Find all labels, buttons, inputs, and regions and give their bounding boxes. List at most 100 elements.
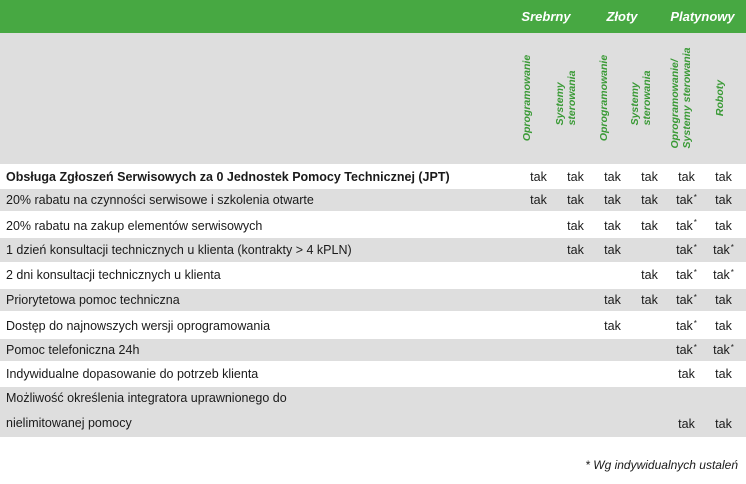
table-row: 20% rabatu na czynności serwisowe i szko… — [0, 189, 746, 211]
table-cell: tak * — [705, 339, 742, 361]
cell-value: tak — [678, 170, 695, 184]
column-header-text: Systemy — [628, 82, 641, 126]
table-cell: tak — [594, 289, 631, 311]
row-label-line2: nielimitowanej pomocy — [6, 416, 132, 430]
table-cell — [631, 362, 668, 386]
cell-value: tak — [676, 243, 693, 257]
tier-header-bar: Srebrny Złoty Platynowy — [0, 0, 746, 33]
column-header-text: sterowania — [565, 70, 578, 126]
row-label: 20% rabatu na czynności serwisowe i szko… — [6, 193, 314, 207]
cell-value: tak — [676, 268, 693, 282]
table-cell — [520, 213, 557, 238]
table-cell: tak * — [668, 313, 705, 339]
row-label: Dostęp do najnowszych wersji oprogramowa… — [6, 319, 271, 333]
table-cell — [557, 313, 594, 339]
table-cell — [520, 339, 557, 361]
cell-value: tak — [713, 243, 730, 257]
table-cell: tak — [557, 213, 594, 238]
table-cell: tak — [594, 213, 631, 238]
table-cell: tak — [705, 189, 742, 211]
cell-value: tak — [641, 218, 658, 233]
row-label: Pomoc telefoniczna 24h — [6, 343, 140, 357]
table-cell: tak — [520, 165, 557, 189]
footnote-marker: * — [693, 192, 697, 202]
row-label: 20% rabatu na zakup elementów serwisowyc… — [6, 218, 263, 233]
table-cell: tak — [631, 262, 668, 288]
row-label-line1: Możliwość określenia integratora uprawni… — [6, 391, 287, 405]
cell-value: tak — [676, 293, 693, 307]
table-cell: tak * — [668, 289, 705, 311]
table-row: Indywidualne dopasowanie do potrzeb klie… — [0, 362, 746, 386]
cell-value: tak — [567, 218, 584, 233]
cell-value: tak — [567, 170, 584, 184]
table-cell — [520, 413, 557, 435]
column-header-text: Roboty — [713, 79, 726, 117]
cell-value: tak — [641, 193, 658, 207]
row-label: 1 dzień konsultacji technicznych u klien… — [6, 243, 352, 257]
column-header-text: Oprogramowanie/ — [668, 59, 681, 149]
tier-zloty: Złoty — [606, 9, 638, 24]
column-header-oprogramowanie-zloty: Oprogramowanie — [585, 38, 622, 158]
cell-value: tak — [604, 293, 621, 307]
cell-value: tak — [715, 218, 732, 233]
footnote-marker: * — [693, 242, 697, 252]
cell-value: tak — [641, 170, 658, 184]
cell-value: tak — [676, 193, 693, 207]
table-cell: tak — [594, 165, 631, 189]
table-cell — [631, 313, 668, 339]
table-cell — [631, 413, 668, 435]
footnote-marker: * — [693, 292, 697, 302]
table-cell: tak — [715, 417, 732, 431]
table-cell: tak — [668, 165, 705, 189]
cell-value: tak — [604, 243, 621, 257]
cell-value: tak — [604, 218, 621, 233]
column-header-systemy-zloty: Systemy sterowania — [622, 38, 659, 158]
table-cell: tak * — [668, 213, 705, 238]
table-cell: tak — [668, 362, 705, 386]
table-cell: tak — [594, 189, 631, 211]
table-cell — [557, 289, 594, 311]
cell-value: tak — [567, 243, 584, 257]
column-header-text: Systemy — [553, 82, 566, 126]
table-cell: tak — [705, 213, 742, 238]
table-row-last: Możliwość określenia integratora uprawni… — [0, 387, 746, 437]
cell-value: tak — [604, 170, 621, 184]
table-cell: tak * — [668, 238, 705, 262]
column-header-text: Oprogramowanie — [597, 54, 610, 142]
footnote-marker: * — [693, 318, 697, 328]
table-cell — [520, 289, 557, 311]
table-cell: tak — [594, 238, 631, 262]
table-cell: tak — [631, 289, 668, 311]
tier-srebrny: Srebrny — [521, 9, 571, 24]
column-header-oprogramowanie-srebrny: Oprogramowanie — [508, 38, 545, 158]
table-cell: tak — [631, 213, 668, 238]
cell-value: tak — [676, 319, 693, 333]
cell-value: tak — [715, 293, 732, 307]
table-cell — [631, 238, 668, 262]
cell-value: tak — [641, 268, 658, 282]
row-label: 2 dni konsultacji technicznych u klienta — [6, 268, 221, 282]
cell-value: tak — [530, 193, 547, 207]
table-cell — [520, 313, 557, 339]
footnote-marker: * — [730, 242, 734, 252]
table-cell: tak — [678, 417, 695, 431]
cell-value: tak — [604, 193, 621, 207]
table-cell — [631, 339, 668, 361]
column-header-oprogramowanie-systemy-platynowy: Oprogramowanie/Systemy sterowania — [662, 38, 699, 158]
table-cell — [557, 262, 594, 288]
row-label: Priorytetowa pomoc techniczna — [6, 293, 180, 307]
table-cell — [594, 262, 631, 288]
cell-value: tak — [530, 170, 547, 184]
table-cell: tak — [705, 313, 742, 339]
column-header-text: Systemy sterowania — [680, 47, 693, 149]
row-label: Obsługa Zgłoszeń Serwisowych za 0 Jednos… — [6, 170, 450, 184]
table-row: Dostęp do najnowszych wersji oprogramowa… — [0, 313, 746, 339]
table-cell: tak * — [705, 262, 742, 288]
table-cell: tak — [557, 165, 594, 189]
table-cell: tak * — [705, 238, 742, 262]
cell-value: tak — [715, 367, 732, 381]
table-cell: tak * — [668, 189, 705, 211]
table-cell — [520, 238, 557, 262]
table-cell — [594, 339, 631, 361]
table-cell — [520, 362, 557, 386]
